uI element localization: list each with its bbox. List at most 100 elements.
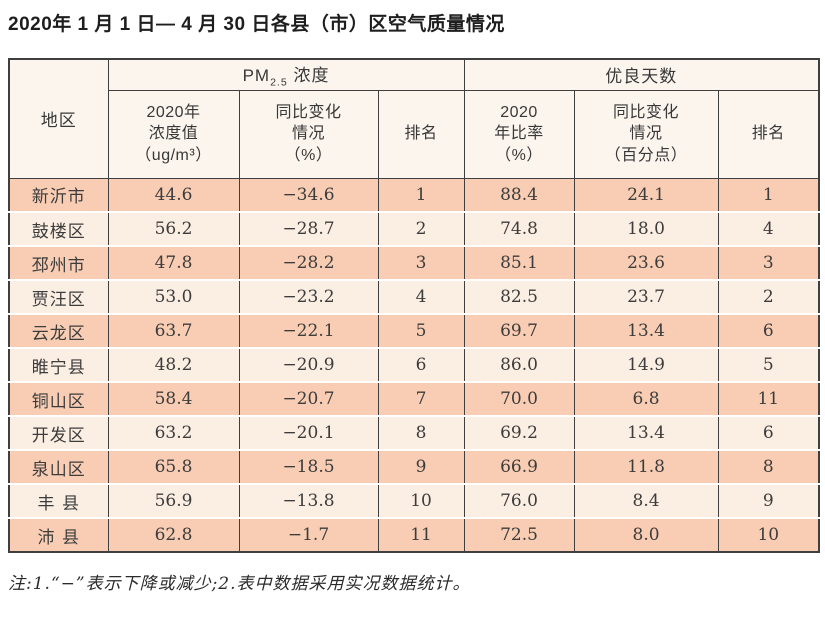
region-cell: 沛 县 [8, 518, 109, 553]
days-ratio-cell: 76.0 [463, 484, 575, 519]
days-rank-cell: 8 [717, 450, 820, 485]
days-rank-cell: 2 [717, 280, 820, 315]
days-ratio-cell: 88.4 [463, 178, 575, 213]
table-row: 鼓楼区 56.2 −28.7 2 74.8 18.0 4 [8, 212, 820, 247]
days-ratio-cell: 74.8 [463, 212, 575, 247]
region-cell: 开发区 [8, 416, 109, 451]
region-cell: 云龙区 [8, 314, 109, 349]
days-rank-cell: 3 [717, 246, 820, 281]
sub-header-row: 2020年 浓度值 （ug/m³） 同比变化 情况 （%） 排名 2020 年比… [9, 89, 820, 179]
table-footnote: 注:1.“−”表示下降或减少;2.表中数据采用实况数据统计。 [8, 574, 471, 594]
pm-change-cell: −23.2 [238, 280, 379, 315]
region-cell: 睢宁县 [8, 348, 109, 383]
pm-concentration-cell: 65.8 [107, 450, 240, 485]
pm-rank-cell: 6 [377, 348, 465, 383]
table-body: 新沂市 44.6 −34.6 1 88.4 24.1 1 鼓楼区 56.2 −2… [8, 178, 820, 553]
pm-change-cell: −13.8 [238, 484, 379, 519]
pm-rank-cell: 3 [377, 246, 465, 281]
pm-change-cell: −18.5 [238, 450, 379, 485]
days-change-cell: 13.4 [573, 314, 719, 349]
days-change-cell: 23.7 [573, 280, 719, 315]
days-ratio-cell: 85.1 [463, 246, 575, 281]
days-rank-cell: 4 [717, 212, 820, 247]
pm-concentration-cell: 56.2 [107, 212, 240, 247]
table-row: 云龙区 63.7 −22.1 5 69.7 13.4 6 [8, 314, 820, 349]
pm-change-cell: −20.9 [238, 348, 379, 383]
days-rank-cell: 1 [717, 178, 820, 213]
pm-concentration-cell: 48.2 [107, 348, 240, 383]
region-cell: 丰 县 [8, 484, 109, 519]
days-change-cell: 8.4 [573, 484, 719, 519]
days-ratio-cell: 86.0 [463, 348, 575, 383]
air-quality-table: 地区 PM2.5 浓度 优良天数 2020年 浓度值 （ug/m³） 同比变化 … [8, 58, 821, 553]
days-rank-cell: 11 [717, 382, 820, 417]
pm-rank-cell: 9 [377, 450, 465, 485]
pm-change-cell: −20.7 [238, 382, 379, 417]
pm-rank-cell: 10 [377, 484, 465, 519]
table-row: 开发区 63.2 −20.1 8 69.2 13.4 6 [8, 416, 820, 451]
table-header: 地区 PM2.5 浓度 优良天数 2020年 浓度值 （ug/m³） 同比变化 … [8, 58, 820, 179]
days-ratio-cell: 69.2 [463, 416, 575, 451]
table-row: 新沂市 44.6 −34.6 1 88.4 24.1 1 [8, 178, 820, 213]
pm-rank-cell: 5 [377, 314, 465, 349]
pm25-label-prefix: PM [242, 66, 271, 86]
page-title: 2020年 1 月 1 日— 4 月 30 日各县（市）区空气质量情况 [8, 14, 505, 35]
pm-change-cell: −20.1 [238, 416, 379, 451]
days-change-cell: 13.4 [573, 416, 719, 451]
pm-change-cell: −1.7 [238, 518, 379, 553]
pm-change-cell: −28.2 [238, 246, 379, 281]
days-rank-cell: 9 [717, 484, 820, 519]
column-header-pm-rank: 排名 [377, 89, 465, 179]
pm-concentration-cell: 63.2 [107, 416, 240, 451]
pm25-label-suffix: 浓度 [287, 66, 330, 86]
days-change-cell: 24.1 [573, 178, 719, 213]
region-cell: 铜山区 [8, 382, 109, 417]
column-header-pm-value: 2020年 浓度值 （ug/m³） [107, 89, 240, 179]
region-cell: 鼓楼区 [8, 212, 109, 247]
pm-rank-cell: 7 [377, 382, 465, 417]
column-header-region: 地区 [8, 58, 109, 179]
days-ratio-cell: 82.5 [463, 280, 575, 315]
days-change-cell: 23.6 [573, 246, 719, 281]
pm25-group-header: PM2.5 浓度 [107, 58, 465, 91]
pm-concentration-cell: 63.7 [107, 314, 240, 349]
table-row: 睢宁县 48.2 −20.9 6 86.0 14.9 5 [8, 348, 820, 383]
good-days-group-header: 优良天数 [463, 58, 820, 91]
days-ratio-cell: 69.7 [463, 314, 575, 349]
region-cell: 邳州市 [8, 246, 109, 281]
days-ratio-cell: 70.0 [463, 382, 575, 417]
column-header-pm-change: 同比变化 情况 （%） [238, 89, 379, 179]
pm-concentration-cell: 62.8 [107, 518, 240, 553]
pm-change-cell: −34.6 [238, 178, 379, 213]
pm-rank-cell: 8 [377, 416, 465, 451]
days-rank-cell: 5 [717, 348, 820, 383]
pm-rank-cell: 2 [377, 212, 465, 247]
pm-change-cell: −22.1 [238, 314, 379, 349]
page: 2020年 1 月 1 日— 4 月 30 日各县（市）区空气质量情况 地区 P… [8, 14, 821, 594]
days-change-cell: 18.0 [573, 212, 719, 247]
pm-concentration-cell: 47.8 [107, 246, 240, 281]
pm-concentration-cell: 44.6 [107, 178, 240, 213]
pm-concentration-cell: 56.9 [107, 484, 240, 519]
days-change-cell: 6.8 [573, 382, 719, 417]
days-ratio-cell: 66.9 [463, 450, 575, 485]
region-cell: 泉山区 [8, 450, 109, 485]
table-row: 贾汪区 53.0 −23.2 4 82.5 23.7 2 [8, 280, 820, 315]
table-row: 铜山区 58.4 −20.7 7 70.0 6.8 11 [8, 382, 820, 417]
pm25-label-subscript: 2.5 [270, 76, 288, 89]
table-row: 丰 县 56.9 −13.8 10 76.0 8.4 9 [8, 484, 820, 519]
region-cell: 新沂市 [8, 178, 109, 213]
pm-change-cell: −28.7 [238, 212, 379, 247]
days-rank-cell: 6 [717, 314, 820, 349]
column-header-days-change: 同比变化 情况 （百分点） [573, 89, 719, 179]
region-cell: 贾汪区 [8, 280, 109, 315]
table-row: 沛 县 62.8 −1.7 11 72.5 8.0 10 [8, 518, 820, 553]
days-rank-cell: 6 [717, 416, 820, 451]
days-rank-cell: 10 [717, 518, 820, 553]
table-row: 泉山区 65.8 −18.5 9 66.9 11.8 8 [8, 450, 820, 485]
days-change-cell: 14.9 [573, 348, 719, 383]
pm-rank-cell: 11 [377, 518, 465, 553]
pm-concentration-cell: 53.0 [107, 280, 240, 315]
days-change-cell: 11.8 [573, 450, 719, 485]
days-ratio-cell: 72.5 [463, 518, 575, 553]
